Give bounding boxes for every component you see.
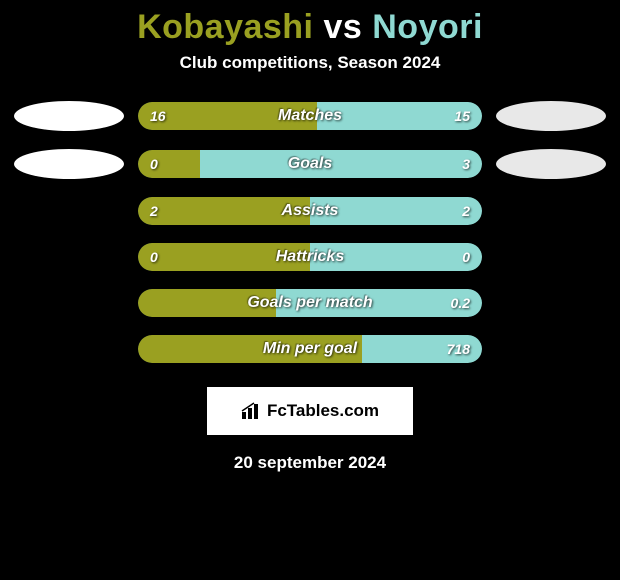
stat-bar: Goals0 3 <box>138 150 482 178</box>
stat-value-right: 15 <box>454 108 470 124</box>
stat-label: Goals <box>138 155 482 173</box>
stat-bar: Hattricks0 0 <box>138 243 482 271</box>
vs-text: vs <box>323 8 362 46</box>
stat-row: Goals per match0.2 <box>0 289 620 317</box>
chart-icon <box>241 402 263 420</box>
stat-bar: Assists2 2 <box>138 197 482 225</box>
player2-logo <box>496 149 606 179</box>
player1-logo <box>14 101 124 131</box>
stat-row: Matches16 15 <box>0 101 620 131</box>
stat-bar: Matches16 15 <box>138 102 482 130</box>
player2-logo <box>496 101 606 131</box>
stat-bar: Goals per match0.2 <box>138 289 482 317</box>
player1-logo <box>14 149 124 179</box>
stat-row: Min per goal718 <box>0 335 620 363</box>
page-title: Kobayashi vs Noyori <box>0 8 620 47</box>
brand-text: FcTables.com <box>267 401 379 421</box>
stat-label: Goals per match <box>138 294 482 312</box>
stat-value-left: 0 <box>150 156 158 172</box>
stat-value-right: 2 <box>462 203 470 219</box>
stat-value-right: 718 <box>447 341 470 357</box>
stat-row: Assists2 2 <box>0 197 620 225</box>
stat-bar: Min per goal718 <box>138 335 482 363</box>
comparison-card: Kobayashi vs Noyori Club competitions, S… <box>0 0 620 580</box>
player2-name: Noyori <box>372 8 483 46</box>
stats-rows: Matches1615Goals03Assists22Hattricks00Go… <box>0 101 620 363</box>
stat-value-left: 16 <box>150 108 166 124</box>
date-text: 20 september 2024 <box>0 453 620 473</box>
stat-row: Hattricks0 0 <box>0 243 620 271</box>
stat-value-left: 2 <box>150 203 158 219</box>
stat-value-right: 0 <box>462 249 470 265</box>
stat-label: Matches <box>138 107 482 125</box>
stat-value-right: 0.2 <box>451 295 470 311</box>
stat-label: Hattricks <box>138 248 482 266</box>
player1-name: Kobayashi <box>137 8 313 46</box>
stat-row: Goals0 3 <box>0 149 620 179</box>
stat-label: Min per goal <box>138 340 482 358</box>
subtitle: Club competitions, Season 2024 <box>0 53 620 73</box>
brand-badge: FcTables.com <box>207 387 413 435</box>
stat-value-left: 0 <box>150 249 158 265</box>
stat-label: Assists <box>138 202 482 220</box>
stat-value-right: 3 <box>462 156 470 172</box>
